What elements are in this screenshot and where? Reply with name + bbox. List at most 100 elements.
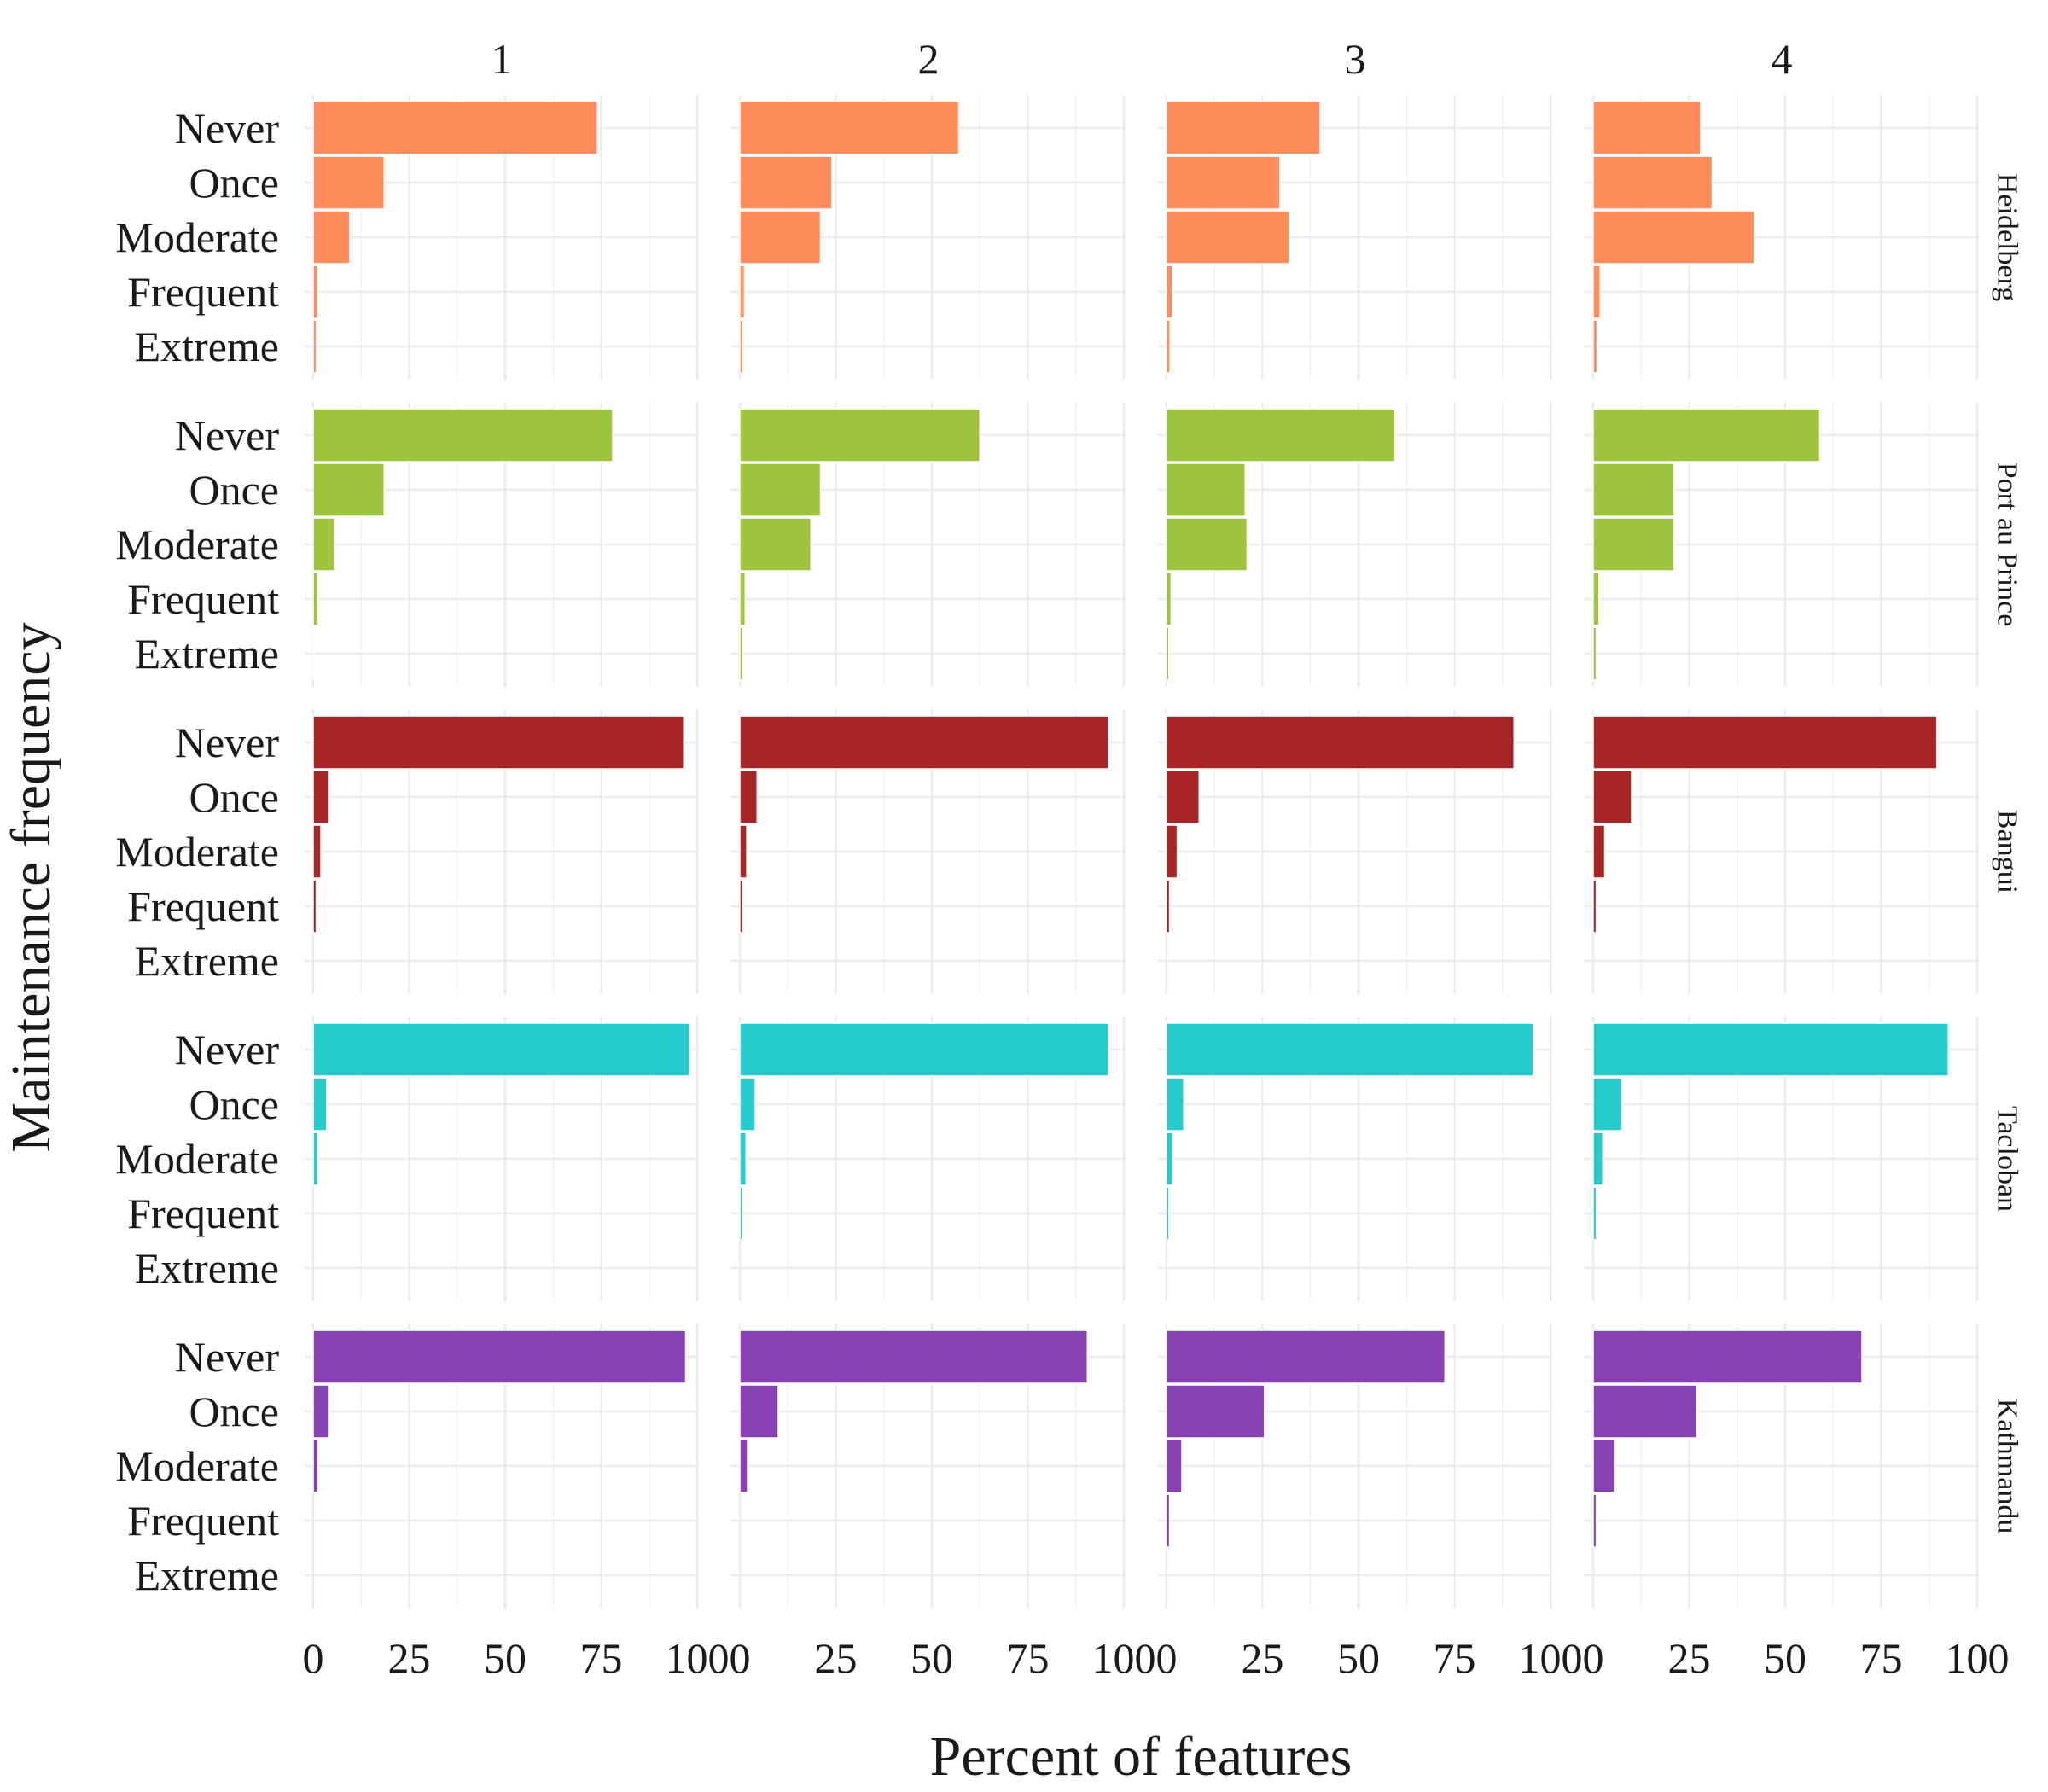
bar-bangui-col2-once [739, 770, 758, 824]
bar-tacloban-col1-once [312, 1077, 328, 1132]
bar-tacloban-col3-never [1166, 1022, 1534, 1077]
bar-tacloban-col3-once [1166, 1077, 1184, 1132]
bar-kathmandu-col4-never [1592, 1329, 1863, 1384]
bar-port-au-prince-col4-moderate [1592, 517, 1675, 572]
bar-kathmandu-col3-frequent [1166, 1493, 1171, 1548]
bar-kathmandu-col4-once [1592, 1384, 1698, 1439]
bar-tacloban-col2-moderate [739, 1132, 747, 1186]
bar-heidelberg-col1-moderate [312, 210, 351, 265]
bar-heidelberg-col1-extreme [312, 319, 317, 374]
y-tick-label: Once [189, 1080, 280, 1128]
y-tick-label: Moderate [115, 521, 279, 568]
bar-port-au-prince-col1-frequent [312, 572, 319, 626]
x-tick-label: 100 [1519, 1634, 1583, 1682]
x-tick-label: 75 [1007, 1634, 1050, 1682]
y-tick-label: Frequent [127, 268, 279, 316]
x-tick-label: 100 [1092, 1634, 1156, 1682]
bar-tacloban-col3-frequent [1166, 1186, 1170, 1241]
bar-kathmandu-col4-moderate [1592, 1439, 1615, 1493]
bar-kathmandu-col3-moderate [1166, 1439, 1183, 1493]
bar-heidelberg-col2-moderate [739, 210, 822, 265]
bar-port-au-prince-col3-never [1166, 408, 1396, 463]
bar-kathmandu-col1-moderate [312, 1439, 319, 1493]
facet-column-label: 4 [1772, 35, 1793, 83]
bar-heidelberg-col4-extreme [1592, 319, 1598, 374]
y-tick-label: Moderate [115, 828, 279, 876]
bar-tacloban-col2-once [739, 1077, 756, 1132]
bar-port-au-prince-col3-extreme [1166, 626, 1170, 681]
y-tick-label: Once [189, 466, 280, 514]
bar-heidelberg-col4-moderate [1592, 210, 1755, 265]
bar-port-au-prince-col1-moderate [312, 517, 335, 572]
x-tick-label: 50 [1337, 1634, 1380, 1682]
y-tick-label: Extreme [135, 323, 279, 370]
bar-port-au-prince-col2-extreme [739, 626, 744, 681]
bar-port-au-prince-col3-frequent [1166, 572, 1172, 626]
bar-port-au-prince-col4-never [1592, 408, 1821, 463]
x-tick-label: 25 [1242, 1634, 1284, 1682]
bar-bangui-col4-frequent [1592, 879, 1597, 934]
bar-bangui-col3-moderate [1166, 824, 1178, 879]
y-tick-label: Extreme [135, 630, 279, 678]
bar-port-au-prince-col3-once [1166, 463, 1246, 517]
bar-port-au-prince-col2-moderate [739, 517, 812, 572]
bar-bangui-col2-never [739, 715, 1109, 770]
bar-bangui-col2-frequent [739, 879, 744, 934]
bar-port-au-prince-col3-moderate [1166, 517, 1248, 572]
bar-bangui-col1-once [312, 770, 329, 824]
x-tick-label: 0 [1583, 1634, 1604, 1682]
bar-bangui-col4-moderate [1592, 824, 1606, 879]
bar-tacloban-col4-frequent [1592, 1186, 1597, 1241]
x-tick-label: 75 [1434, 1634, 1476, 1682]
bar-port-au-prince-col2-frequent [739, 572, 747, 626]
labels-layer: Never Once Moderate Frequent Extreme Heidelbe… [115, 35, 2022, 1682]
y-tick-label: Never [175, 1333, 279, 1381]
facet-row-label: Port au Prince [1992, 463, 2023, 627]
y-tick-label: Frequent [127, 575, 279, 623]
bar-kathmandu-col4-frequent [1592, 1493, 1597, 1548]
bar-bangui-col4-never [1592, 715, 1938, 770]
y-axis-title: Maintenance frequency [0, 622, 62, 1152]
bar-port-au-prince-col4-extreme [1592, 626, 1597, 681]
x-tick-label: 25 [815, 1634, 858, 1682]
bar-kathmandu-col1-never [312, 1329, 687, 1384]
bar-port-au-prince-col2-never [739, 408, 980, 463]
x-tick-label: 0 [730, 1634, 751, 1682]
facet-column-label: 2 [918, 35, 940, 83]
bar-tacloban-col1-moderate [312, 1132, 319, 1186]
bar-heidelberg-col1-never [312, 101, 598, 155]
bar-heidelberg-col3-once [1166, 155, 1281, 210]
bar-heidelberg-col3-frequent [1166, 265, 1173, 319]
facet-row-label: Kathmandu [1992, 1399, 2023, 1534]
bar-heidelberg-col2-never [739, 101, 960, 155]
y-tick-label: Frequent [127, 1190, 279, 1237]
y-tick-label: Never [175, 104, 279, 152]
bar-tacloban-col4-moderate [1592, 1132, 1603, 1186]
x-tick-label: 100 [666, 1634, 730, 1682]
y-tick-label: Once [189, 159, 280, 207]
bar-heidelberg-col2-frequent [739, 265, 746, 319]
bar-port-au-prince-col4-frequent [1592, 572, 1600, 626]
x-tick-label: 0 [303, 1634, 324, 1682]
bar-bangui-col2-moderate [739, 824, 748, 879]
bar-heidelberg-col4-frequent [1592, 265, 1601, 319]
y-tick-label: Once [189, 773, 280, 821]
y-tick-label: Frequent [127, 1497, 279, 1545]
bar-port-au-prince-col1-never [312, 408, 614, 463]
x-tick-label: 50 [1764, 1634, 1807, 1682]
bar-kathmandu-col2-once [739, 1384, 779, 1439]
y-tick-label: Moderate [115, 213, 279, 261]
bar-bangui-col1-never [312, 715, 684, 770]
facet-column-label: 1 [492, 35, 513, 83]
y-tick-label: Extreme [135, 937, 279, 985]
facet-column-label: 3 [1345, 35, 1366, 83]
x-tick-label: 50 [484, 1634, 527, 1682]
y-tick-label: Moderate [115, 1442, 279, 1490]
bar-port-au-prince-col2-once [739, 463, 822, 517]
y-tick-label: Frequent [127, 882, 279, 930]
bar-heidelberg-col4-once [1592, 155, 1713, 210]
y-tick-label: Never [175, 719, 279, 766]
facet-row-label: Tacloban [1992, 1106, 2023, 1212]
bar-bangui-col1-moderate [312, 824, 322, 879]
y-tick-label: Moderate [115, 1135, 279, 1183]
